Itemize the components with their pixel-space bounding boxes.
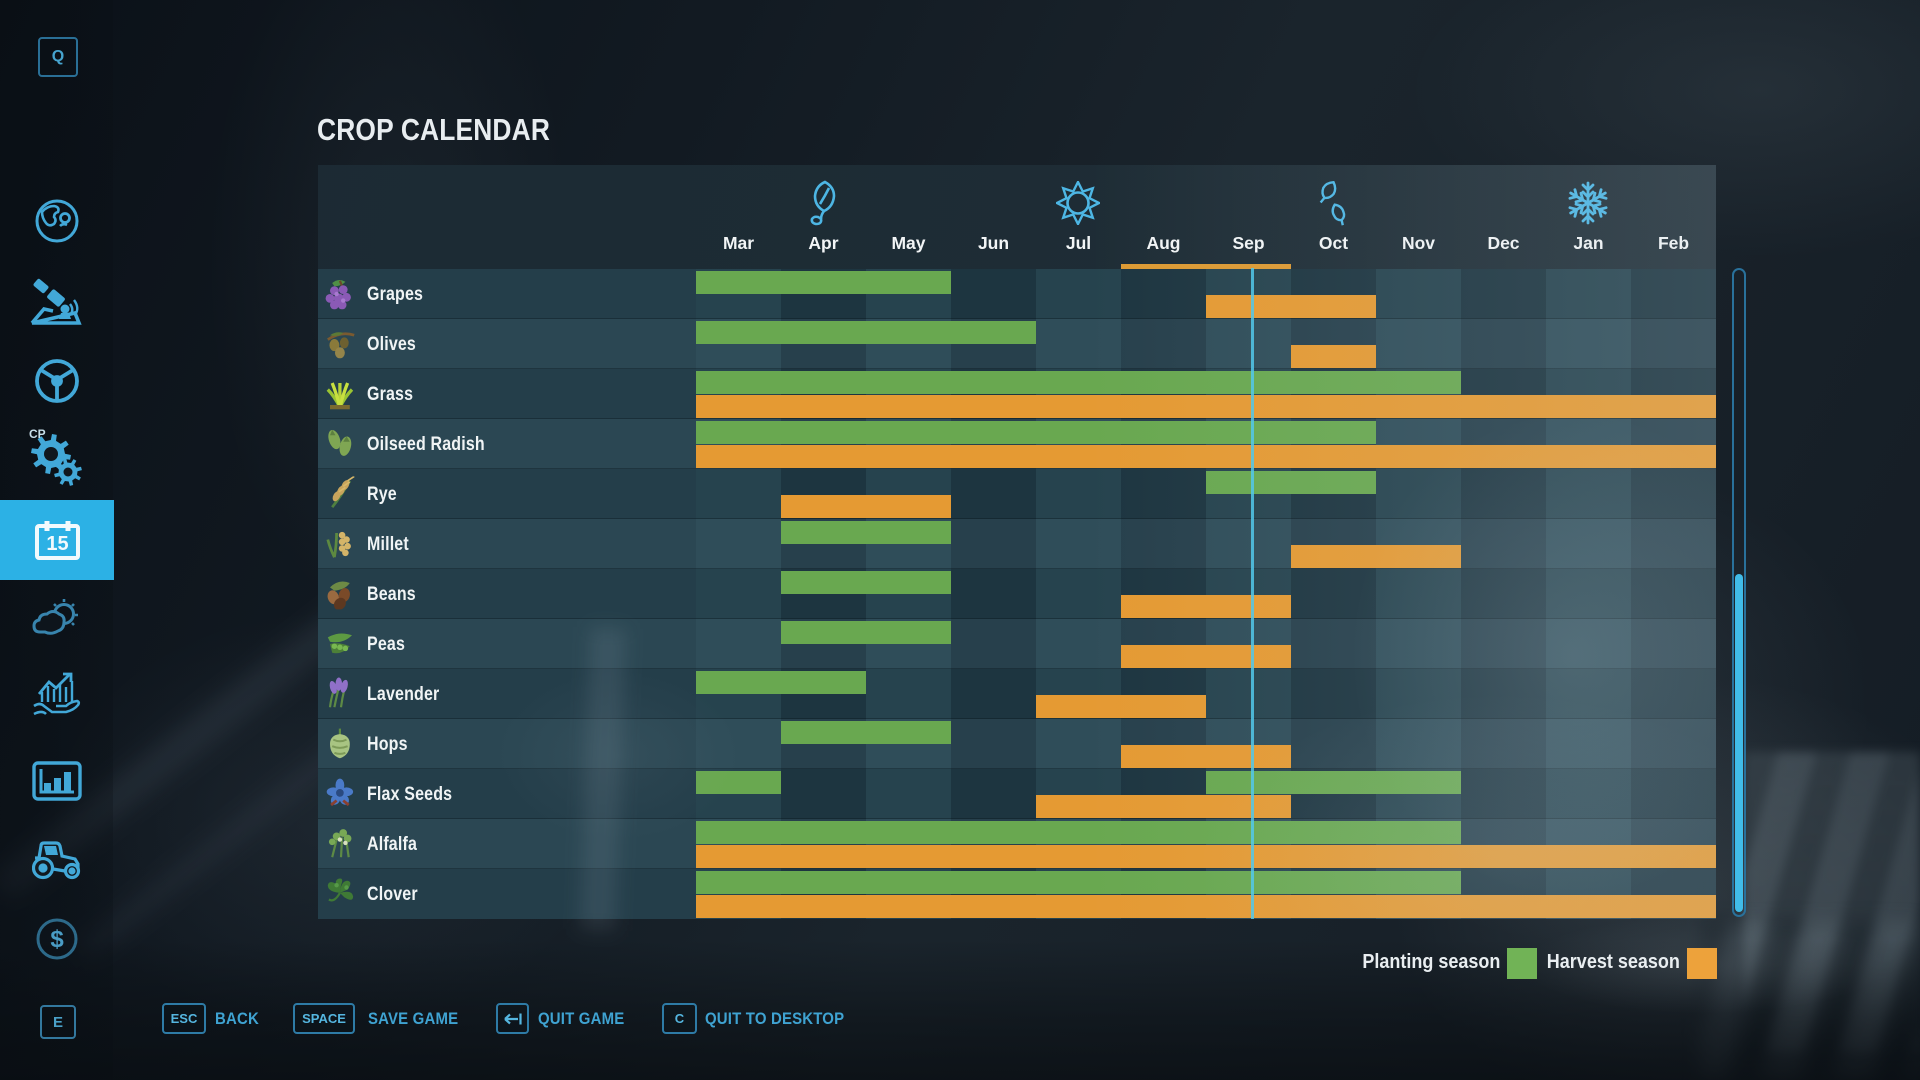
svg-text:15: 15 — [46, 533, 68, 555]
svg-text:$: $ — [50, 926, 64, 953]
